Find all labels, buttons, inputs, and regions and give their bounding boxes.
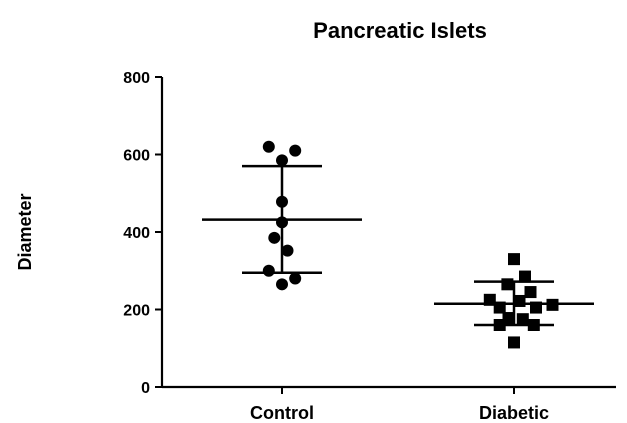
data-point-square [513,294,526,307]
data-point-square [501,278,514,291]
y-tick-label: 0 [141,380,150,397]
y-axis-ticks: 0 200 400 600 800 [123,70,162,397]
y-tick-label: 200 [123,303,150,320]
summary-lines [202,164,594,327]
y-axis-title: Diameter [15,193,35,270]
data-point-circle [289,144,302,157]
data-point-square [483,293,496,306]
data-point-circle [276,195,288,208]
data-point-circle [262,140,275,153]
x-category-label: Control [250,403,314,423]
x-axis-categories: Control Diabetic [250,387,549,423]
data-point-square [508,253,520,266]
data-point-circle [281,244,294,257]
data-point-circle [289,272,302,285]
data-point-square [519,270,531,283]
data-point-square [546,298,559,311]
data-point-square [508,336,520,349]
data-point-circle [268,231,281,244]
y-tick-label: 600 [123,148,150,165]
chart-title: Pancreatic Islets [313,18,487,43]
y-tick-label: 400 [123,225,150,242]
data-point-circle [262,264,275,277]
y-tick-label: 800 [123,70,150,87]
data-points [262,140,559,349]
data-point-circle [276,154,288,167]
x-category-label: Diabetic [479,403,549,423]
data-point-square [516,313,529,326]
data-point-square [530,301,542,314]
data-point-square [524,286,537,299]
data-point-square [493,301,506,314]
data-point-square [493,319,506,331]
data-point-square [527,319,540,331]
data-point-circle [276,216,288,229]
data-point-circle [276,278,288,291]
